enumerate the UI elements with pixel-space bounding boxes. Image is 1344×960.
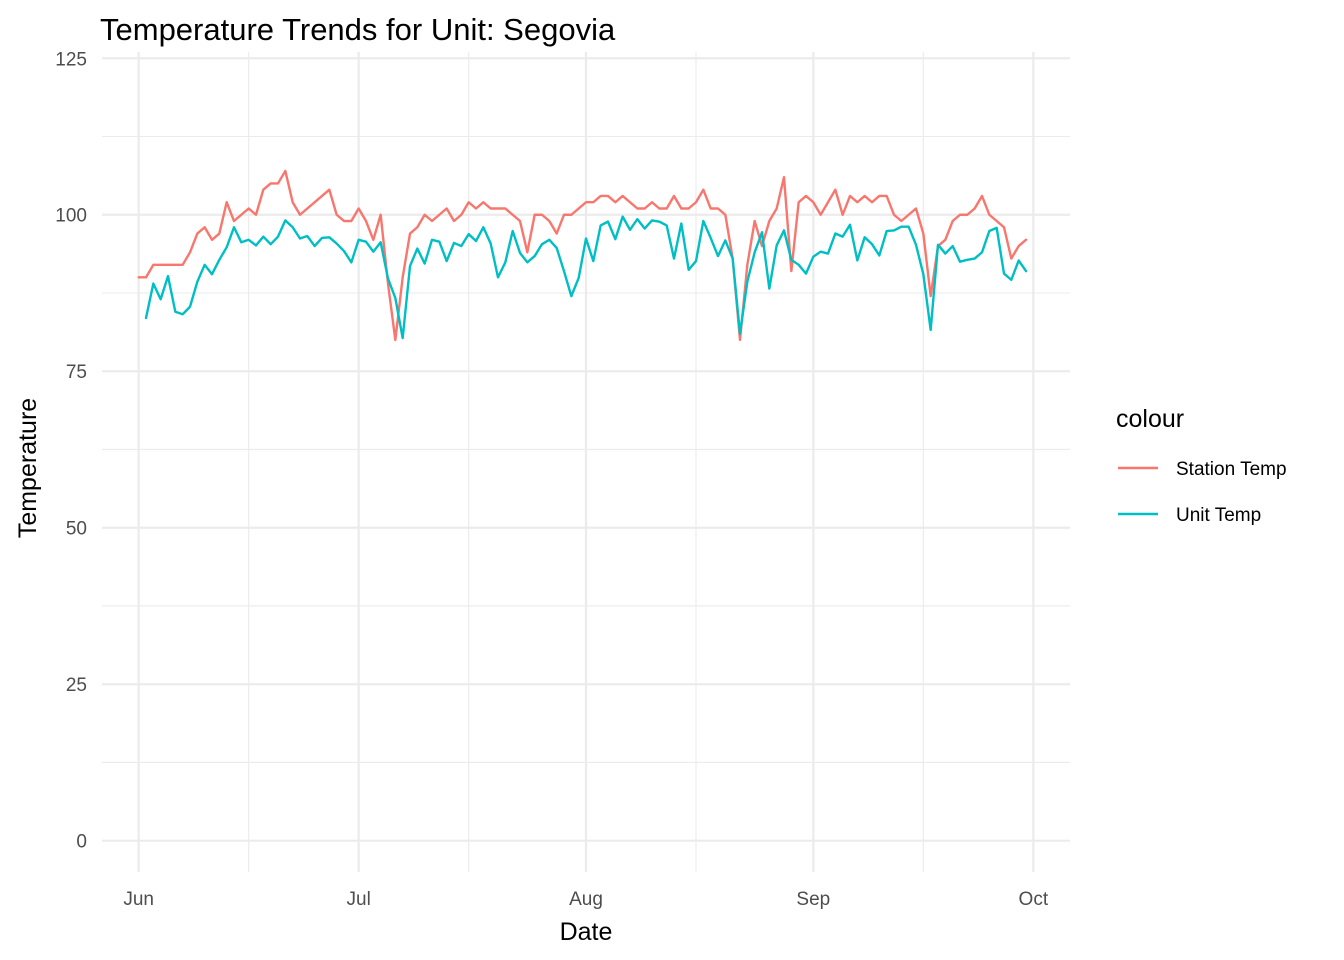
y-axis-tick-labels: 0 25 50 75 100 125 <box>55 49 87 852</box>
series-lines <box>137 169 1028 342</box>
chart-title: Temperature Trends for Unit: Segovia <box>100 12 616 47</box>
y-tick-label: 0 <box>76 832 87 853</box>
x-tick-label: Jul <box>347 889 371 910</box>
legend: colour Station Temp Unit Temp <box>1116 405 1287 526</box>
y-tick-label: 75 <box>66 362 87 383</box>
series-line-unit-temp <box>144 215 1028 340</box>
y-tick-label: 25 <box>66 675 87 696</box>
major-gridlines <box>102 52 1070 872</box>
legend-title: colour <box>1116 405 1184 433</box>
series-line-station-temp <box>137 169 1028 342</box>
x-axis-label: Date <box>560 918 613 946</box>
x-tick-label: Jun <box>123 889 154 910</box>
legend-items: Station Temp Unit Temp <box>1118 459 1287 526</box>
y-tick-label: 125 <box>55 49 87 70</box>
x-tick-label: Oct <box>1019 889 1049 910</box>
legend-label: Station Temp <box>1176 459 1287 480</box>
y-tick-label: 100 <box>55 206 87 227</box>
x-axis-tick-labels: Jun Jul Aug Sep Oct <box>123 889 1048 910</box>
x-tick-label: Aug <box>569 889 603 910</box>
y-tick-label: 50 <box>66 519 87 540</box>
legend-label: Unit Temp <box>1176 505 1261 526</box>
x-tick-label: Sep <box>796 889 830 910</box>
y-axis-label: Temperature <box>14 398 42 538</box>
